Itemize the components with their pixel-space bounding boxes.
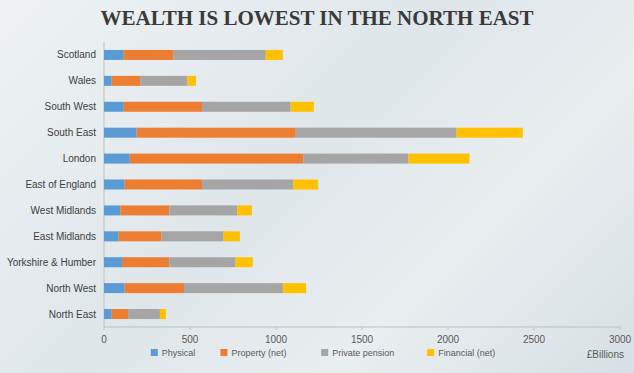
bar-segment [237, 205, 252, 215]
category-label: East Midlands [33, 231, 96, 242]
bar-segment [104, 180, 125, 190]
bar-segment [291, 102, 314, 112]
x-tick [190, 327, 191, 330]
x-tick [448, 327, 449, 330]
bar-segment [160, 309, 166, 319]
category-label: East of England [25, 179, 96, 190]
bar-segment [283, 283, 306, 293]
x-tick [104, 327, 105, 330]
bar-segment [296, 128, 457, 138]
bar-segment [104, 50, 124, 60]
bar-segment [104, 128, 137, 138]
chart: WEALTH IS LOWEST IN THE NORTH EAST 0 500 10… [0, 0, 634, 373]
x-tick-label: 2000 [437, 334, 460, 345]
bar-segment [224, 231, 240, 241]
category-label: North East [49, 309, 96, 320]
category-label: London [63, 153, 96, 164]
bar-segment [120, 205, 169, 215]
bar-segment [304, 154, 409, 164]
bar-segment [174, 50, 266, 60]
x-tick [276, 327, 277, 330]
bar-segment [408, 154, 469, 164]
category-label: Yorkshire & Humber [7, 257, 97, 268]
category-label: West Midlands [31, 205, 96, 216]
bar-segment [124, 50, 174, 60]
category-label: Wales [69, 75, 96, 86]
legend-swatch [427, 349, 434, 356]
title: WEALTH IS LOWEST IN THE NORTH EAST [100, 6, 533, 30]
bar-segment [122, 257, 169, 267]
bar-segment [104, 309, 112, 319]
x-tick-label: 3000 [609, 334, 632, 345]
x-tick [362, 327, 363, 330]
category-label: South West [44, 101, 96, 112]
x-tick-label: 1500 [351, 334, 374, 345]
category-label: North West [46, 283, 96, 294]
bar-segment [202, 180, 293, 190]
bar-segment [266, 50, 283, 60]
x-tick-label: 0 [101, 334, 107, 345]
bars [104, 50, 523, 319]
bar-segment [236, 257, 253, 267]
bar-segment [104, 283, 125, 293]
bar-segment [119, 231, 162, 241]
bar-segment [112, 309, 128, 319]
legend-swatch [220, 349, 227, 356]
bar-segment [187, 76, 196, 86]
legend-swatch [321, 349, 328, 356]
bar-segment [184, 283, 283, 293]
bar-segment [293, 180, 318, 190]
bar-segment [140, 76, 187, 86]
x-tick [534, 327, 535, 330]
bar-segment [202, 102, 291, 112]
bar-segment [169, 205, 237, 215]
bar-segment [104, 257, 122, 267]
bar-segment [104, 102, 124, 112]
bar-segment [162, 231, 224, 241]
legend-label: Physical [162, 348, 196, 358]
legend-label: Private pension [332, 348, 394, 358]
bar-segment [128, 309, 160, 319]
bar-segment [104, 205, 120, 215]
x-tick [620, 327, 621, 330]
x-tick-label: 1000 [265, 334, 288, 345]
legend-label: Property (net) [231, 348, 286, 358]
x-axis-label: £Billions [587, 349, 624, 360]
legend-swatch [151, 349, 158, 356]
x-tick-label: 2500 [523, 334, 546, 345]
x-tick-label: 500 [182, 334, 199, 345]
bar-segment [137, 128, 296, 138]
bar-segment [169, 257, 235, 267]
category-label: South East [47, 127, 96, 138]
bar-segment [125, 180, 202, 190]
category-label: Scotland [57, 49, 96, 60]
bar-segment [104, 231, 119, 241]
bar-segment [125, 283, 184, 293]
bar-segment [124, 102, 202, 112]
bar-segment [130, 154, 304, 164]
legend-label: Financial (net) [438, 348, 495, 358]
bar-segment [104, 76, 112, 86]
bar-segment [112, 76, 140, 86]
bar-segment [104, 154, 130, 164]
bar-segment [457, 128, 523, 138]
